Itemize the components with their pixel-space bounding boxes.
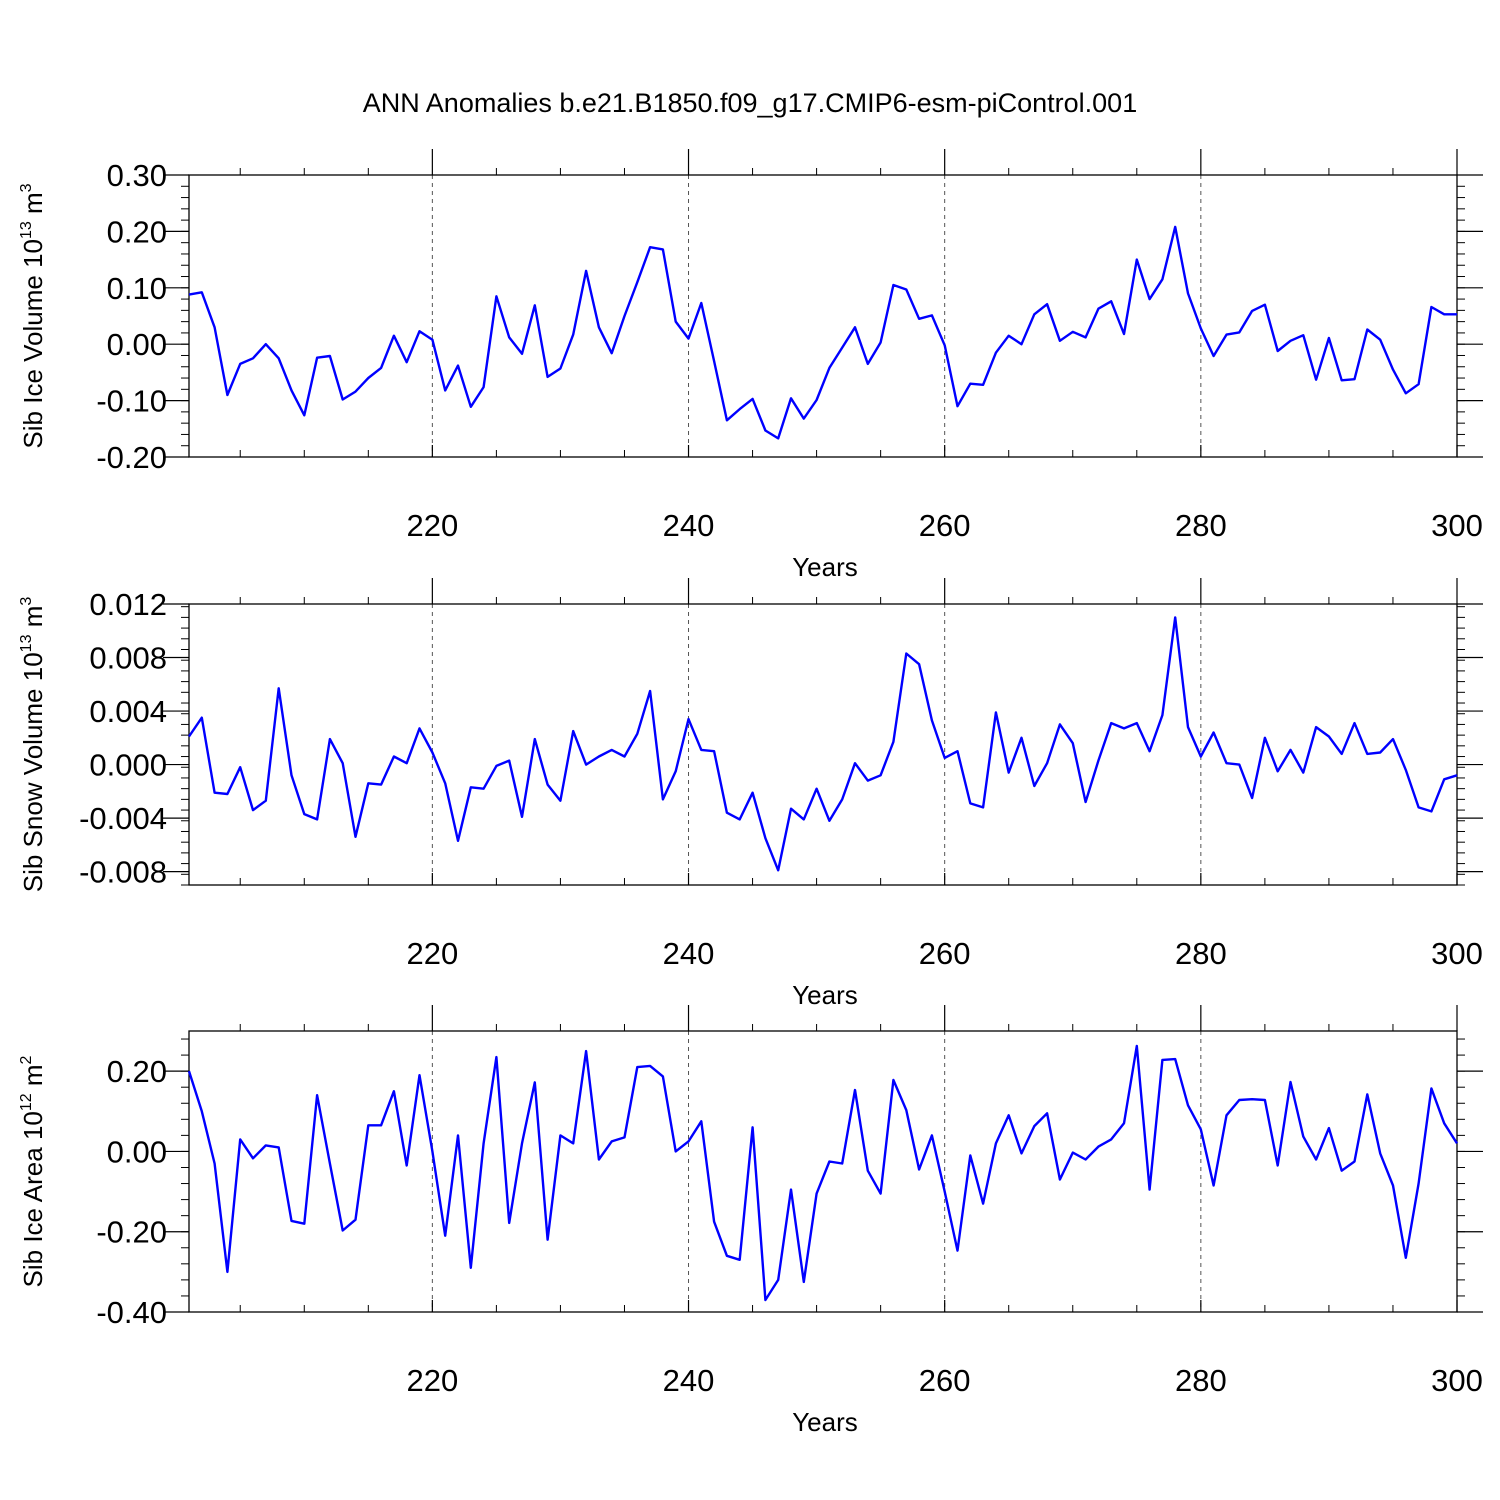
y-tick-label: 0.004 <box>89 694 167 729</box>
panel-1: 220 240 260 280 300 -0.20 -0.10 0.00 0.10 0.20 0.3… <box>18 149 1483 582</box>
y-tick-label: -0.10 <box>96 384 167 419</box>
series-line <box>188 616 1458 872</box>
y-tick-label: -0.40 <box>96 1295 167 1330</box>
x-tick-label: 300 <box>1431 1363 1483 1398</box>
x-tick-label: 260 <box>919 1363 971 1398</box>
series-line <box>188 225 1457 440</box>
x-axis-title: Years <box>792 1407 858 1437</box>
x-tick-label: 240 <box>663 936 715 971</box>
x-tick-label: 260 <box>919 508 971 543</box>
plot-frame <box>188 174 1458 458</box>
x-tick-label: 220 <box>406 936 458 971</box>
x-tick-label: 280 <box>1175 508 1227 543</box>
x-axis-title: Years <box>792 980 858 1010</box>
x-tick-label: 220 <box>406 1363 458 1398</box>
y-tick-label: -0.004 <box>79 801 167 836</box>
y-tick-label: -0.008 <box>79 855 167 890</box>
y-tick-label: 0.000 <box>89 748 167 783</box>
y-tick-label: 0.10 <box>107 271 167 306</box>
plot-frame <box>188 1030 1458 1313</box>
y-tick-label: -0.20 <box>96 440 167 475</box>
panel-2: 220 240 260 280 300 -0.008 -0.004 0.000 0.004 0.0… <box>18 578 1483 1010</box>
y-axis-title: Sib Ice Volume 1013 m3 <box>18 183 48 448</box>
x-tick-label: 280 <box>1175 936 1227 971</box>
y-tick-label: 0.00 <box>107 327 167 362</box>
x-tick-label: 280 <box>1175 1363 1227 1398</box>
y-axis-title: Sib Ice Area 1012 m2 <box>18 1055 48 1287</box>
y-tick-label: 0.30 <box>107 158 167 193</box>
y-tick-label: 0.20 <box>107 214 167 249</box>
y-tick-label: 0.008 <box>89 641 167 676</box>
y-tick-label: 0.20 <box>107 1054 167 1089</box>
panel-3: 220 240 260 280 300 -0.40 -0.20 0.00 0.20 Years Si… <box>18 1005 1483 1437</box>
y-tick-label: 0.00 <box>107 1134 167 1169</box>
y-tick-label: -0.20 <box>96 1215 167 1250</box>
x-tick-label: 220 <box>406 508 458 543</box>
plot-frame <box>188 603 1458 886</box>
y-tick-label: 0.012 <box>89 587 167 622</box>
x-tick-label: 240 <box>663 508 715 543</box>
chart-title: ANN Anomalies b.e21.B1850.f09_g17.CMIP6-… <box>363 88 1137 118</box>
x-tick-label: 300 <box>1431 936 1483 971</box>
x-axis-title: Years <box>792 552 858 582</box>
y-axis-title: Sib Snow Volume 1013 m3 <box>18 597 48 893</box>
series-line <box>187 1044 1459 1302</box>
x-tick-label: 260 <box>919 936 971 971</box>
x-tick-label: 240 <box>663 1363 715 1398</box>
x-tick-label: 300 <box>1431 508 1483 543</box>
panels: 220 240 260 280 300 -0.20 -0.10 0.00 0.10 0.20 0.3… <box>18 149 1483 1437</box>
